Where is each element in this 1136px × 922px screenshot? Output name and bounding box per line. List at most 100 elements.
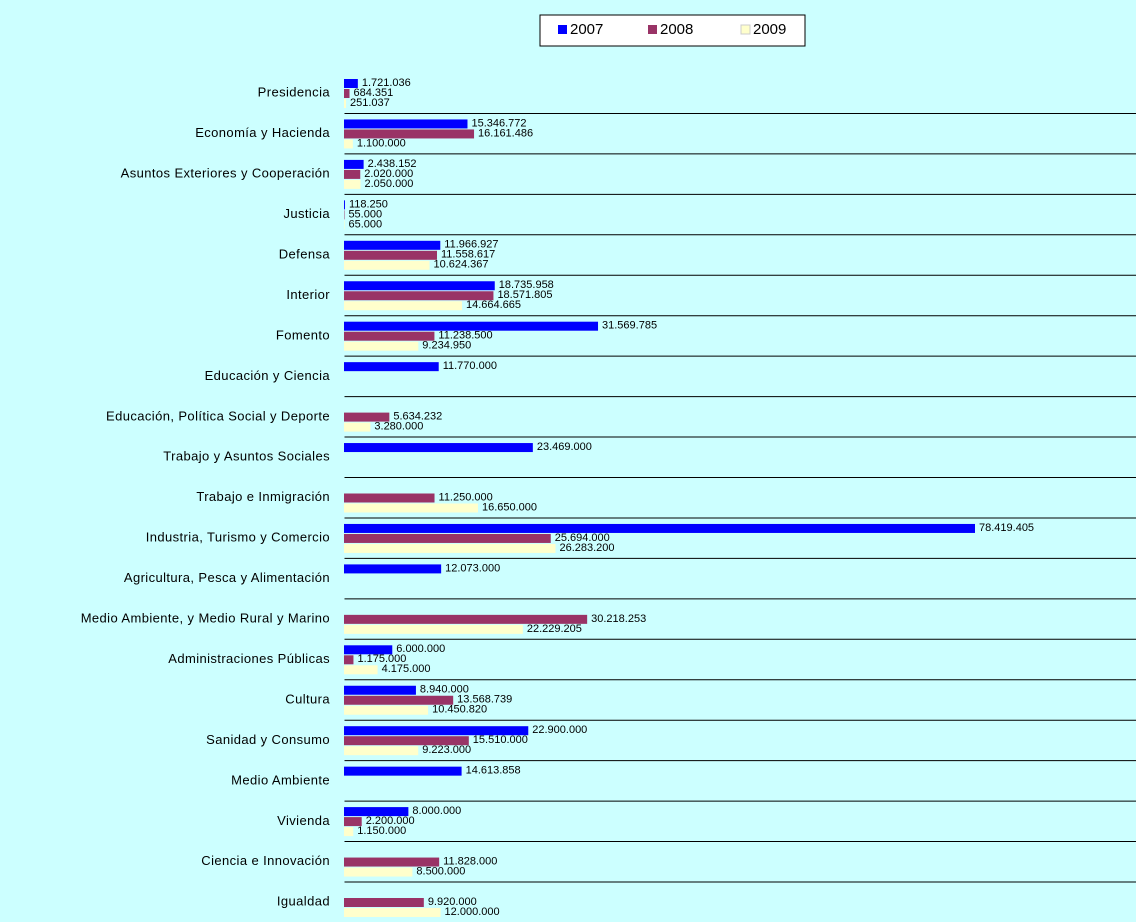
category-label: Medio Ambiente, y Medio Rural y Marino [81, 611, 330, 626]
value-label: 2.200.000 [366, 815, 415, 827]
value-label: 8.000.000 [412, 805, 461, 817]
category-label: Vivienda [277, 813, 330, 828]
category-label: Igualdad [277, 894, 330, 909]
bar [344, 908, 441, 917]
bar [344, 807, 409, 817]
bar [344, 493, 435, 503]
value-label: 10.450.820 [432, 704, 487, 716]
bar [344, 250, 438, 260]
value-label: 9.223.000 [422, 744, 471, 756]
legend-swatch [740, 24, 751, 35]
legend-label: 2009 [753, 21, 786, 38]
value-label: 11.250.000 [439, 491, 493, 503]
value-label: 10.624.367 [433, 259, 488, 271]
legend-label: 2008 [660, 21, 693, 38]
bar [344, 159, 364, 169]
bar [344, 523, 975, 533]
bar [344, 645, 393, 655]
value-label: 16.161.486 [478, 127, 533, 139]
bar [344, 746, 419, 756]
value-label: 14.664.665 [466, 299, 521, 311]
legend-label: 2007 [570, 21, 603, 38]
value-label: 8.940.000 [420, 684, 469, 696]
bar [344, 564, 442, 574]
bar [344, 291, 494, 301]
category-label: Cultura [285, 691, 330, 706]
value-label: 55.000 [348, 208, 382, 220]
value-label: 5.634.232 [393, 411, 442, 423]
bar [344, 321, 599, 331]
value-label: 12.073.000 [445, 562, 500, 574]
value-label: 26.283.200 [559, 542, 614, 554]
value-label: 11.238.500 [438, 330, 492, 342]
bar [344, 665, 378, 675]
value-label: 1.150.000 [357, 825, 406, 837]
value-label: 1.100.000 [357, 137, 406, 149]
category-label: Medio Ambiente [231, 772, 330, 787]
value-label: 684.351 [354, 87, 394, 99]
bar [344, 817, 362, 827]
bar [344, 79, 358, 88]
value-label: 30.218.253 [591, 613, 646, 625]
bar [344, 443, 533, 453]
category-label: Fomento [276, 327, 330, 342]
bar [344, 240, 441, 250]
value-label: 22.229.205 [527, 623, 582, 635]
legend-swatch [648, 25, 657, 34]
bar [344, 341, 419, 351]
value-label: 4.175.000 [382, 663, 431, 675]
value-label: 13.568.739 [457, 694, 512, 706]
value-label: 22.900.000 [532, 724, 587, 736]
category-label: Sanidad y Consumo [206, 732, 330, 747]
bar [344, 281, 495, 291]
bar [344, 726, 529, 736]
category-label: Educación, Política Social y Deporte [106, 408, 330, 423]
value-label: 65.000 [349, 218, 383, 230]
bar [344, 260, 430, 270]
category-label: Economía y Hacienda [195, 125, 330, 140]
value-label: 11.770.000 [443, 360, 497, 372]
bar [344, 857, 440, 867]
value-label: 12.000.000 [445, 906, 500, 918]
value-label: 16.650.000 [482, 501, 537, 513]
bar [344, 169, 361, 179]
bar [344, 362, 439, 372]
value-label: 9.920.000 [428, 896, 477, 908]
bar [344, 89, 350, 98]
bar [344, 119, 468, 129]
bar [344, 200, 345, 210]
value-label: 18.571.805 [497, 289, 552, 301]
value-label: 14.613.858 [466, 765, 521, 777]
bar [344, 179, 361, 189]
bar [344, 624, 523, 634]
value-label: 15.510.000 [473, 734, 528, 746]
category-label: Administraciones Públicas [168, 651, 330, 666]
bar [344, 685, 416, 695]
legend-box [539, 14, 806, 47]
bar [344, 543, 556, 553]
bar [344, 331, 435, 341]
bar [344, 867, 413, 877]
value-label: 11.828.000 [443, 855, 497, 867]
value-label: 2.050.000 [364, 178, 413, 190]
legend-swatch [558, 25, 567, 34]
bar [344, 412, 390, 422]
value-label: 2.020.000 [364, 168, 413, 180]
category-label: Industria, Turismo y Comercio [146, 530, 330, 545]
value-label: 1.721.036 [362, 77, 411, 89]
bar [344, 422, 371, 432]
bar [344, 99, 347, 108]
category-label: Asuntos Exteriores y Cooperación [121, 166, 330, 181]
category-label: Educación y Ciencia [205, 368, 331, 383]
bar [344, 503, 478, 513]
bar [344, 827, 354, 837]
bar [344, 695, 454, 705]
value-label: 15.346.772 [471, 117, 526, 129]
value-label: 78.419.405 [979, 522, 1034, 534]
category-label: Defensa [279, 246, 331, 261]
value-label: 11.558.617 [441, 249, 495, 261]
category-label: Trabajo e Inmigración [196, 489, 330, 504]
value-label: 6.000.000 [396, 643, 445, 655]
